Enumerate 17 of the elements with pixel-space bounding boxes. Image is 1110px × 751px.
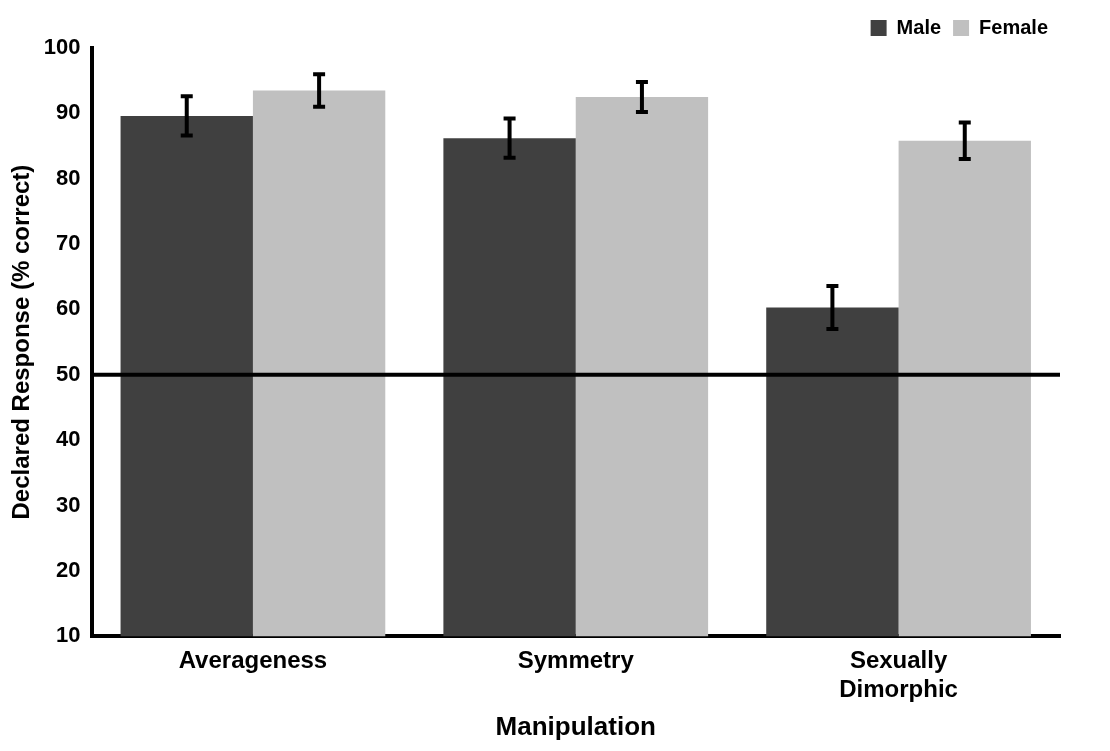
y-tick-label: 80: [56, 164, 81, 190]
x-tick-label: Sexually Dimorphic: [839, 646, 958, 703]
legend-label: Female: [979, 15, 1049, 38]
y-tick-label: 20: [56, 556, 81, 582]
legend-label: Male: [896, 15, 942, 38]
x-tick-label: Symmetry: [517, 646, 635, 674]
y-tick-label: 40: [56, 426, 81, 452]
y-tick-label: 60: [56, 295, 81, 321]
y-tick-label: 10: [56, 622, 81, 648]
y-tick-label: 50: [56, 360, 81, 386]
y-tick-label: 70: [56, 230, 81, 256]
y-tick-label: 100: [43, 34, 81, 60]
y-tick-label: 30: [56, 491, 81, 517]
y-tick-label: 90: [56, 99, 81, 125]
x-tick-label: Averageness: [178, 646, 328, 674]
y-axis-title: Declared Response (% correct): [7, 164, 35, 520]
x-axis-title: Manipulation: [495, 710, 656, 741]
